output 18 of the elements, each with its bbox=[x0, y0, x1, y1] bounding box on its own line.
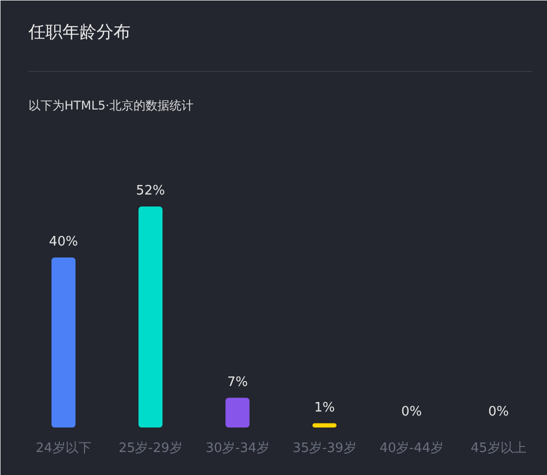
chart-title: 任职年龄分布 bbox=[28, 22, 130, 42]
data-label: 0% bbox=[401, 404, 422, 420]
data-label: 1% bbox=[314, 400, 335, 416]
data-label: 0% bbox=[488, 404, 509, 420]
bar bbox=[226, 398, 250, 428]
data-label: 7% bbox=[227, 374, 248, 390]
bar bbox=[312, 423, 336, 428]
x-tick-label: 30岁-34岁 bbox=[206, 441, 270, 456]
x-tick-label: 40岁-44岁 bbox=[380, 441, 444, 456]
x-tick-label: 45岁以上 bbox=[470, 441, 526, 456]
data-label: 52% bbox=[136, 184, 165, 198]
chart-subtitle: 以下为HTML5·北京的数据统计 bbox=[28, 98, 194, 112]
bar bbox=[52, 258, 76, 428]
x-tick-label: 24岁以下 bbox=[36, 441, 92, 456]
data-label: 40% bbox=[49, 234, 78, 250]
x-tick-label: 35岁-39岁 bbox=[292, 441, 356, 456]
bar bbox=[138, 206, 162, 428]
x-tick-label: 25岁-29岁 bbox=[118, 441, 182, 456]
